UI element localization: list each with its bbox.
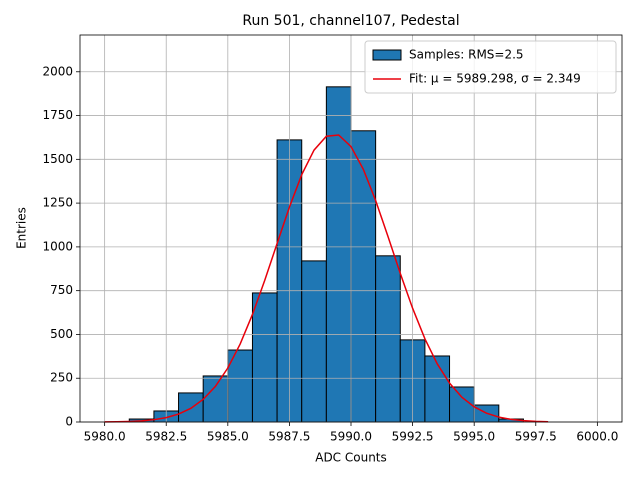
y-tick-label: 750 (50, 283, 73, 297)
histogram-bar (325, 86, 352, 423)
x-tick-label: 5985.0 (207, 430, 249, 444)
y-tick-label: 2000 (42, 64, 73, 78)
x-axis-label: ADC Counts (315, 451, 387, 465)
y-tick-label: 1750 (42, 108, 73, 122)
legend-label: Fit: μ = 5989.298, σ = 2.349 (409, 72, 581, 86)
x-tick-label: 5982.5 (145, 430, 187, 444)
legend-swatch (372, 49, 402, 61)
x-tick-label: 5980.0 (84, 430, 126, 444)
x-tick-label: 5995.0 (453, 430, 495, 444)
legend-label: Samples: RMS=2.5 (409, 48, 524, 62)
legend-box (364, 40, 617, 94)
histogram-bar (251, 292, 278, 423)
x-tick-label: 5990.0 (330, 430, 372, 444)
chart-title: Run 501, channel107, Pedestal (242, 13, 459, 29)
y-axis-label: Entries (15, 207, 29, 249)
fit-line (104, 134, 549, 423)
y-tick-label: 250 (50, 371, 73, 385)
y-tick-label: 1250 (42, 196, 73, 210)
y-tick-label: 500 (50, 327, 73, 341)
x-tick-label: 5987.5 (268, 430, 310, 444)
histogram-bar (424, 355, 451, 423)
x-tick-label: 5992.5 (392, 430, 434, 444)
y-tick-label: 0 (65, 415, 73, 429)
y-tick-label: 1000 (42, 239, 73, 253)
histogram-bar (375, 255, 401, 423)
y-tick-label: 1500 (42, 152, 73, 166)
histogram-bar (301, 260, 327, 423)
x-tick-label: 5997.5 (515, 430, 557, 444)
axes-frame (79, 34, 623, 423)
x-tick-label: 6000.0 (576, 430, 618, 444)
histogram-bar (202, 375, 229, 423)
